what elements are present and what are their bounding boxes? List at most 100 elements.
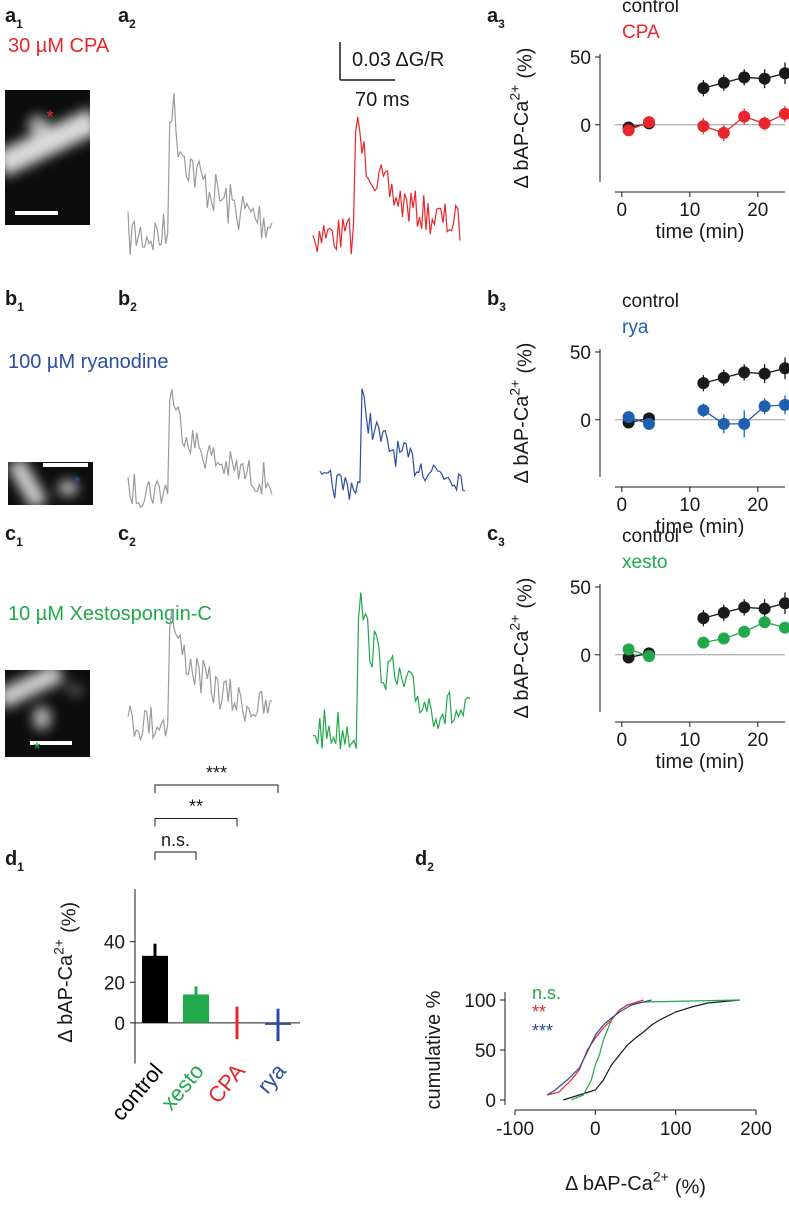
data-point bbox=[779, 398, 789, 411]
data-point bbox=[758, 602, 771, 615]
data-point bbox=[622, 411, 635, 424]
data-point bbox=[779, 597, 789, 610]
panel-letter: a bbox=[118, 5, 130, 27]
y-tick-label: 0 bbox=[114, 1014, 125, 1035]
data-point bbox=[738, 110, 751, 123]
y-tick-label: 50 bbox=[475, 1041, 496, 1062]
axis-label: Δ bAP-Ca2+ (%) bbox=[565, 1169, 706, 1199]
axis-label-sup: 2+ bbox=[51, 939, 67, 955]
data-point bbox=[779, 621, 789, 634]
panel-label: d1 bbox=[5, 848, 24, 874]
panel-index: 1 bbox=[16, 17, 23, 31]
data-point bbox=[779, 67, 789, 80]
legend-entry: control bbox=[622, 526, 679, 547]
panel-letter: c bbox=[487, 523, 498, 545]
legend-entry: n.s. bbox=[532, 983, 561, 1003]
data-point bbox=[697, 120, 710, 133]
significance-label: ** bbox=[189, 797, 203, 817]
data-point bbox=[758, 616, 771, 629]
data-point bbox=[717, 417, 730, 430]
scale-amplitude: 0.03 ΔG/R bbox=[352, 49, 444, 71]
axis-label: Δ bAP-Ca2+ (%) bbox=[507, 578, 537, 719]
condition-label: 10 µM Xestospongin-C bbox=[8, 603, 212, 625]
panel-index: 2 bbox=[130, 300, 137, 314]
data-point bbox=[717, 371, 730, 384]
legend-entry: rya bbox=[622, 317, 649, 338]
legend-entry: xesto bbox=[622, 552, 667, 573]
panel-label: b2 bbox=[118, 288, 137, 314]
y-tick-label: 100 bbox=[464, 991, 496, 1012]
condition-label: 100 µM ryanodine bbox=[8, 351, 169, 373]
x-tick-label: 10 bbox=[679, 730, 700, 751]
x-tick-label: 20 bbox=[747, 200, 768, 221]
panel-index: 3 bbox=[499, 300, 506, 314]
significance-label: n.s. bbox=[161, 830, 190, 850]
panel-letter: d bbox=[5, 848, 17, 870]
x-tick-label: -100 bbox=[496, 1119, 534, 1140]
panel-index: 1 bbox=[16, 535, 23, 549]
y-tick-label: 50 bbox=[570, 48, 591, 69]
y-tick-label: 40 bbox=[104, 933, 125, 954]
data-point bbox=[738, 601, 751, 614]
significance-bracket bbox=[154, 784, 279, 793]
data-point bbox=[758, 367, 771, 380]
data-point bbox=[738, 625, 751, 638]
data-point bbox=[697, 377, 710, 390]
data-point bbox=[717, 76, 730, 89]
cumulative-line bbox=[571, 999, 740, 1101]
y-tick-label: 0 bbox=[580, 411, 591, 432]
panel-label: d2 bbox=[415, 848, 434, 874]
roi-marker: * bbox=[33, 739, 40, 759]
data-point bbox=[643, 650, 655, 663]
x-tick-label: 100 bbox=[660, 1119, 692, 1140]
x-tick-label: 20 bbox=[747, 495, 768, 516]
panel-label: a1 bbox=[5, 5, 23, 31]
x-tick-label: 200 bbox=[740, 1119, 772, 1140]
panel-index: 1 bbox=[17, 300, 24, 314]
data-point bbox=[697, 612, 710, 625]
panel-label: b1 bbox=[5, 288, 24, 314]
axis-label-unit: (%) bbox=[515, 48, 537, 79]
scale-bar: 0.03 ΔG/R 70 ms bbox=[339, 42, 444, 111]
trace-image bbox=[127, 608, 273, 742]
axis-label: Δ bAP-Ca2+ (%) bbox=[507, 48, 537, 189]
y-axis-label: cumulative % bbox=[423, 990, 445, 1109]
significance-bracket bbox=[154, 818, 238, 827]
cumulative-line bbox=[546, 999, 652, 1096]
data-point bbox=[779, 107, 789, 120]
axis-label-sup: 2+ bbox=[507, 615, 523, 631]
data-point bbox=[717, 606, 730, 619]
data-point bbox=[738, 71, 751, 84]
panel-index: 3 bbox=[498, 17, 505, 31]
cumulative-line bbox=[546, 999, 644, 1096]
data-point bbox=[738, 366, 751, 379]
x-tick-label: 0 bbox=[590, 1119, 601, 1140]
x-tick-label: 0 bbox=[617, 495, 628, 516]
image-c bbox=[5, 670, 90, 757]
roi-marker: * bbox=[46, 107, 53, 127]
data-point bbox=[622, 643, 635, 656]
data-point bbox=[738, 417, 751, 430]
panel-index: 2 bbox=[427, 860, 434, 874]
data-point bbox=[717, 632, 730, 645]
axis-label-unit: (%) bbox=[59, 902, 81, 933]
data-point bbox=[758, 72, 771, 85]
panel-letter: a bbox=[5, 5, 17, 27]
y-tick-label: 0 bbox=[580, 116, 591, 137]
panel-letter: a bbox=[487, 5, 499, 27]
panel-label: b3 bbox=[487, 288, 506, 314]
data-point bbox=[697, 82, 710, 95]
panel-letter: c bbox=[5, 523, 16, 545]
data-point bbox=[643, 116, 655, 129]
legend-entry: control bbox=[622, 0, 679, 17]
trace-image bbox=[312, 116, 461, 255]
y-tick-label: 20 bbox=[104, 973, 125, 994]
condition-label: 30 µM CPA bbox=[8, 35, 110, 57]
data-point bbox=[643, 417, 655, 430]
panel-index: 1 bbox=[17, 860, 24, 874]
x-tick-label: 10 bbox=[679, 495, 700, 516]
data-point bbox=[758, 117, 771, 130]
panel-letter: b bbox=[5, 288, 17, 310]
axis-label-text: Δ bAP-Ca bbox=[55, 954, 77, 1043]
panel-index: 2 bbox=[129, 535, 136, 549]
